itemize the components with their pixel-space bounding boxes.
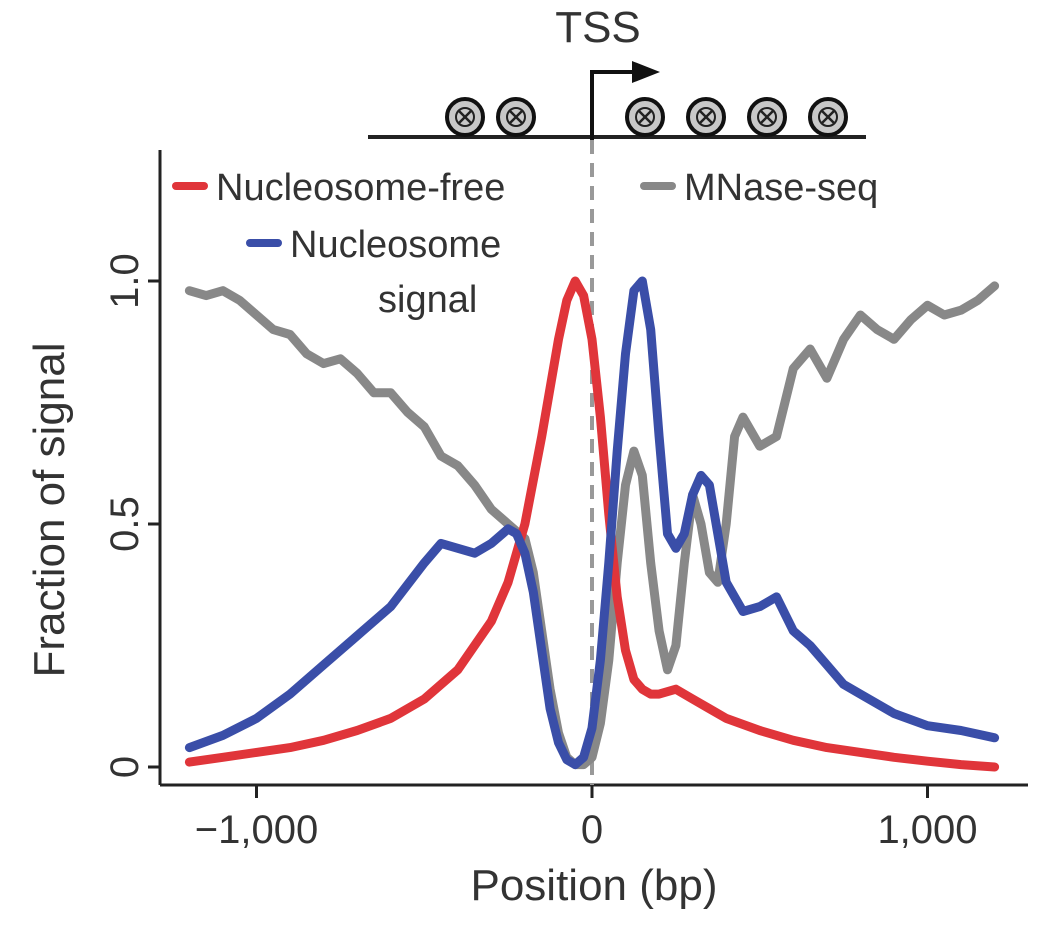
y-axis: 0 0.5 1.0 [103, 150, 162, 785]
x-tick-label: 0 [581, 808, 603, 852]
nucleosome-icon [445, 97, 485, 137]
series-line-nucleosome-free [184, 276, 1000, 772]
tss-arrow-head-icon [632, 61, 660, 83]
tss-label: TSS [555, 3, 641, 52]
legend-label: Nucleosome [290, 224, 501, 266]
tss-arrow-stem [590, 70, 640, 140]
y-axis-label: Fraction of signal [25, 342, 74, 677]
legend-item-mnase-seq: MNase-seq [640, 167, 878, 209]
y-tick-label: 0.5 [103, 496, 147, 552]
legend-label-line2: signal [378, 279, 477, 321]
legend-label: Nucleosome-free [216, 167, 505, 209]
x-axis: −1,000 0 1,000 [160, 783, 1028, 852]
series-line-mnase-seq [184, 281, 1000, 770]
y-tick-label: 0 [103, 756, 147, 778]
x-tick-label: −1,000 [195, 808, 318, 852]
legend: Nucleosome-free MNase-seq Nucleosome sig… [172, 167, 878, 321]
legend-item-nucleosome-signal: Nucleosome signal [246, 224, 501, 321]
x-tick-label: 1,000 [877, 808, 977, 852]
nucleosome-icon [747, 97, 787, 137]
nucleosome-icon [686, 97, 726, 137]
tss-diagram: TSS [368, 3, 866, 140]
series-line-nucleosome-signal [184, 276, 1000, 770]
y-tick-label: 1.0 [103, 253, 147, 309]
legend-label: MNase-seq [684, 167, 878, 209]
nucleosome-icon [496, 97, 536, 137]
nucleosome-icon [808, 97, 848, 137]
x-axis-label: Position (bp) [470, 861, 717, 910]
legend-item-nucleosome-free: Nucleosome-free [172, 167, 505, 209]
nucleosome-icon [625, 97, 665, 137]
